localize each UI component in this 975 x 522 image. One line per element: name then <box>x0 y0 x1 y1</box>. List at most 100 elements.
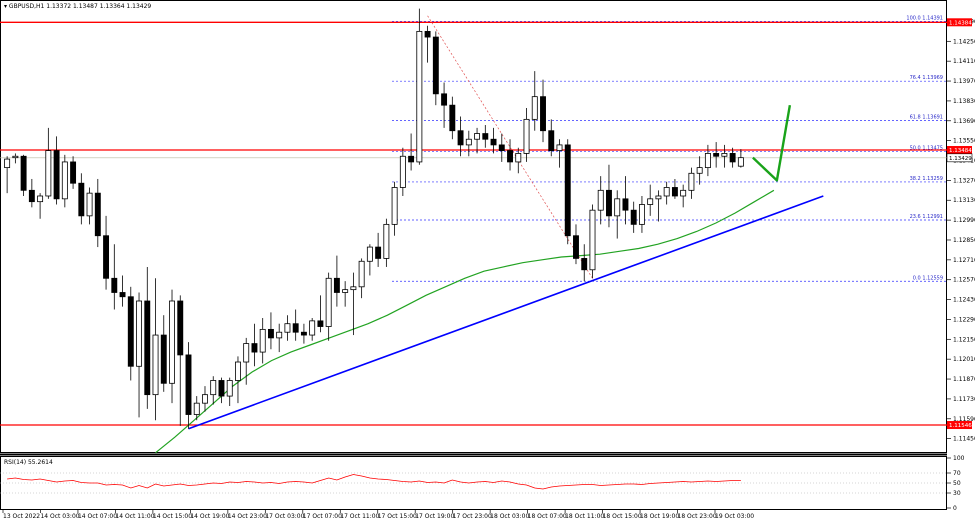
candle-body <box>78 182 85 217</box>
projection-arrow-layer <box>752 104 792 182</box>
candle <box>152 278 159 421</box>
candle-body <box>647 198 654 205</box>
price-tick-label: 1.13690 <box>953 118 975 125</box>
candle-body <box>300 331 307 336</box>
fib-level-label: 100.0 1.14391 <box>906 15 943 21</box>
price-tick-label: 1.11590 <box>953 416 975 423</box>
level-badge-mid <box>947 146 972 155</box>
candle-body <box>630 209 637 225</box>
candle-body <box>144 300 151 396</box>
candle-body <box>317 320 324 327</box>
candle <box>449 96 456 140</box>
candle-body <box>622 198 629 211</box>
candle-body <box>457 130 464 146</box>
candle-body <box>540 96 546 132</box>
candle-body <box>177 300 184 356</box>
candle-body <box>515 153 522 163</box>
candle <box>12 153 19 164</box>
rsi-pane <box>0 472 947 494</box>
price-tick-label: 1.12570 <box>953 277 975 284</box>
rsi-tick-label: 50 <box>953 480 961 487</box>
candle-body <box>671 187 678 197</box>
candle-body <box>45 150 52 197</box>
candle-body <box>441 93 448 106</box>
price-tick-label: 1.12290 <box>953 316 975 323</box>
candle <box>202 386 208 412</box>
candle-body <box>284 323 291 333</box>
candle <box>688 167 695 199</box>
time-tick-label: 17 Oct 23:00 <box>453 513 492 520</box>
candle <box>515 147 522 174</box>
candle <box>267 312 274 350</box>
candle <box>540 79 546 143</box>
symbol-header: GBPUSD,H1 1.13372 1.13487 1.13364 1.1342… <box>9 3 151 10</box>
price-tick-label: 1.11870 <box>953 376 975 383</box>
candle <box>127 286 134 381</box>
candle-body <box>226 380 233 397</box>
candle-body <box>416 30 423 163</box>
time-tick-label: 13 Oct 2022 <box>3 513 40 520</box>
price-badges: 1.14384 1.13484 1.11546 1.13429 <box>946 18 973 430</box>
candle <box>111 244 118 310</box>
candle <box>218 377 225 404</box>
candle-body <box>202 394 208 404</box>
candle-body <box>573 235 579 259</box>
time-tick-label: 14 Oct 19:00 <box>190 513 229 520</box>
candle-body <box>696 167 703 174</box>
projection-arrow <box>752 104 792 182</box>
time-tick-label: 17 Oct 15:00 <box>378 513 417 520</box>
level-badge-label: 1.13484 <box>949 148 972 154</box>
candle <box>696 156 703 185</box>
candle <box>507 139 513 171</box>
candle-body <box>729 153 736 163</box>
fib-level-label: 61.8 1.13691 <box>910 115 943 121</box>
candle-body <box>259 328 266 353</box>
price-tick-label: 1.12710 <box>953 257 975 264</box>
fib-level-label: 23.6 1.12991 <box>910 214 943 220</box>
candle <box>226 377 233 407</box>
candle-body <box>474 133 481 140</box>
candle <box>655 190 662 222</box>
candle <box>548 119 555 157</box>
candle-body <box>507 150 513 163</box>
candle-body <box>111 277 118 293</box>
candle-body <box>37 195 44 203</box>
candles <box>4 8 744 429</box>
candle-body <box>127 296 134 367</box>
candle <box>564 139 571 245</box>
rsi-tick-label: 0 <box>953 505 957 512</box>
candle-body <box>366 246 373 262</box>
svg-text:▾ GBPUSD,H1 1.13372 1.13: ▾ GBPUSD,H1 1.13372 1.13487 1.13364 1.13… <box>4 3 151 10</box>
time-tick-label: 18 Oct 19:00 <box>640 513 679 520</box>
candle-body <box>704 153 711 169</box>
candle-body <box>638 204 645 225</box>
candle-body <box>482 133 489 140</box>
uptrend-line <box>188 195 824 430</box>
candle <box>325 272 332 341</box>
price-tick-label: 1.12010 <box>953 356 975 363</box>
candle <box>78 173 85 225</box>
candle <box>729 147 736 168</box>
fib-level-label: 76.4 1.13969 <box>910 75 943 81</box>
candle <box>103 215 110 290</box>
candle-body <box>333 277 340 293</box>
candle <box>350 272 357 336</box>
candle-body <box>103 235 110 279</box>
candle-body <box>218 380 225 397</box>
candle-body <box>523 118 530 154</box>
price-tick-label: 1.13270 <box>953 177 975 184</box>
candle <box>589 204 596 279</box>
candle-body <box>53 150 60 200</box>
candle-body <box>432 36 439 95</box>
candle <box>721 144 728 168</box>
candle-body <box>408 155 415 163</box>
candle-body <box>358 260 365 288</box>
candle-body <box>614 198 621 217</box>
candle <box>317 295 324 333</box>
candle-body <box>20 155 27 191</box>
candle <box>408 133 415 171</box>
candle <box>573 224 579 265</box>
candle-body <box>581 258 588 271</box>
candle <box>638 195 645 233</box>
candle-body <box>119 292 126 298</box>
